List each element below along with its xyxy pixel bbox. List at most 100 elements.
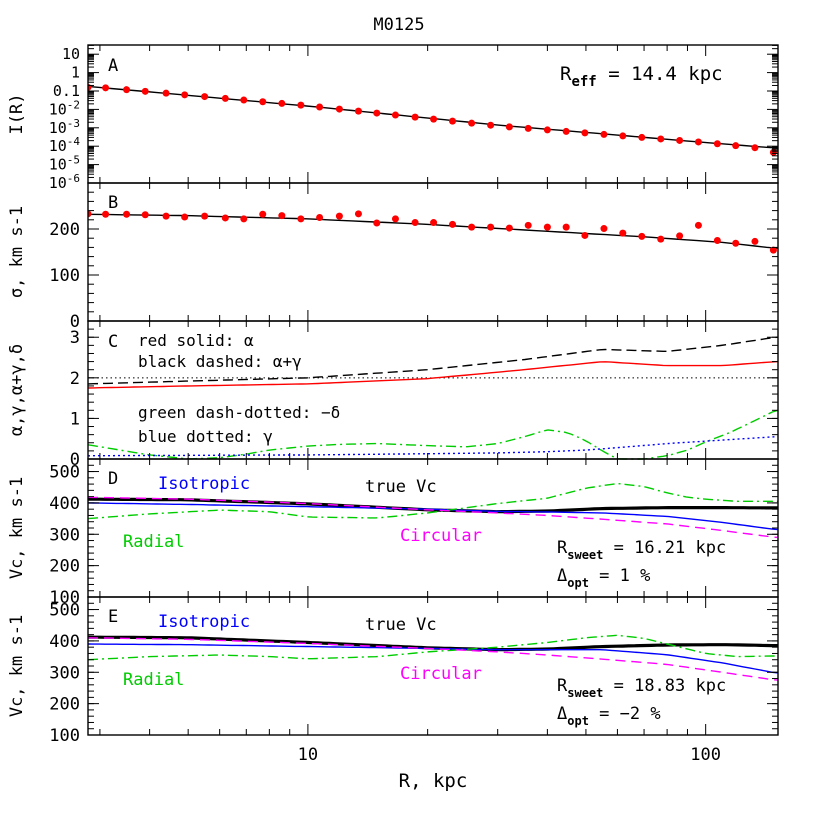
panel-A-point (505, 123, 513, 131)
panel-A-point (123, 86, 131, 94)
panel-B-point (694, 221, 702, 229)
panel-B-point (581, 231, 589, 239)
panel-A-point (468, 119, 476, 127)
panel-A-point (141, 87, 149, 95)
panel-B-point (373, 219, 381, 227)
panel-C-line-solid (88, 360, 778, 389)
panel-A-point (487, 121, 495, 129)
y-tick-label: 10-6 (49, 172, 80, 192)
panel-A-point (411, 113, 419, 121)
panel-B-point (354, 210, 362, 218)
panel-B-point (505, 224, 513, 232)
panel-A-point (278, 99, 286, 107)
panel-E-label-isotropic: Isotropic (158, 612, 250, 632)
panel-B-point (487, 223, 495, 231)
panel-B-point (751, 237, 759, 245)
y-tick-label: 10-4 (49, 135, 81, 155)
panel-B-point (181, 213, 189, 221)
panel-A-point (694, 138, 702, 146)
panel-A-point (657, 135, 665, 143)
panel-A-point (732, 142, 740, 150)
x-axis-label: R, kpc (399, 770, 468, 792)
y-tick-label: 0 (70, 450, 80, 470)
panel-A-point (201, 93, 209, 101)
panel-E-label-circular: Circular (400, 664, 482, 684)
y-tick-label: 100 (49, 726, 80, 746)
y-tick-label: 2 (70, 369, 80, 389)
panel-B-point (240, 215, 248, 223)
panel-C-line-dashed (88, 336, 778, 385)
panel-B-point (543, 223, 551, 231)
panel-A-point (391, 111, 399, 119)
y-tick-label: 500 (49, 463, 80, 483)
y-tick-label: 500 (49, 601, 80, 621)
panel-A-point (240, 96, 248, 104)
y-tick-label: 0.1 (53, 82, 80, 100)
panel-C-ylabel: α,γ,α+γ,δ (7, 344, 27, 436)
y-tick-label: 0 (70, 312, 80, 332)
y-tick-label: 10-5 (49, 154, 80, 174)
panel-B-point (676, 232, 684, 240)
panel-B-point (141, 211, 149, 219)
panel-A-point (430, 115, 438, 123)
panel-A-point (102, 84, 110, 92)
y-tick-label: 300 (49, 525, 80, 545)
panel-C-letter: C (108, 332, 118, 352)
panel-B-point (430, 219, 438, 227)
panel-D-label-circular: Circular (400, 526, 482, 546)
panel-A-reff: Reff = 14.4 kpc (560, 63, 723, 90)
panel-B-point (221, 214, 229, 222)
panel-B-point (657, 235, 665, 243)
panel-B-point (259, 210, 267, 218)
panel-A-point (713, 140, 721, 148)
panel-B-ylabel: σ, km s-1 (7, 206, 27, 298)
x-tick-label: 10 (298, 745, 318, 765)
panel-B-point (123, 210, 131, 218)
panel-B-point (562, 223, 570, 231)
panel-B-point (638, 232, 646, 240)
panel-B-point (201, 212, 209, 220)
panel-D-line (88, 482, 778, 520)
panel-B-point (732, 239, 740, 247)
panel-D-label-radial: Radial (123, 532, 184, 552)
panel-B-point (316, 214, 324, 221)
y-tick-label: 200 (49, 557, 80, 577)
panel-A-point (181, 91, 189, 99)
panel-B-frame (87, 182, 779, 322)
panel-A-letter: A (108, 56, 118, 76)
panel-E-line (88, 634, 778, 661)
y-tick-label: 300 (49, 663, 80, 683)
panel-D-delta-opt: Δopt = 1 % (557, 566, 650, 590)
panel-D-line (88, 496, 778, 539)
panel-B-point (619, 229, 627, 237)
panel-E-label-true-vc: true Vc (365, 615, 437, 635)
panel-E-line (88, 637, 778, 681)
panel-A-point (581, 129, 589, 137)
panel-B-point (102, 210, 110, 218)
panel-A-point (619, 132, 627, 140)
y-tick-label: 200 (49, 695, 80, 715)
plot-area (88, 83, 778, 681)
panel-C-legend-red: red solid: α (138, 331, 254, 350)
panel-B-point (162, 212, 170, 220)
panel-E-label-radial: Radial (123, 670, 184, 690)
y-tick-label: 10-3 (49, 117, 80, 137)
panel-C-legend-black: black dashed: α+γ (138, 352, 302, 371)
panel-A-point (162, 89, 170, 97)
panel-B-point (391, 215, 399, 223)
panel-C-legend-green: green dash-dotted: −δ (138, 403, 340, 422)
panel-A-point (259, 98, 267, 106)
y-tick-label: 1 (70, 409, 80, 429)
panel-A-point (562, 127, 570, 135)
panel-D-ylabel: Vc, km s-1 (7, 477, 27, 579)
panel-D-letter: D (108, 469, 118, 489)
y-tick-label: 400 (49, 494, 80, 514)
panel-B-letter: B (108, 193, 118, 213)
panel-A-point (751, 144, 759, 152)
panel-A-point (600, 130, 608, 138)
panel-B-point (769, 246, 777, 254)
y-tick-label: 200 (49, 220, 80, 240)
panel-E-letter: E (108, 607, 118, 627)
